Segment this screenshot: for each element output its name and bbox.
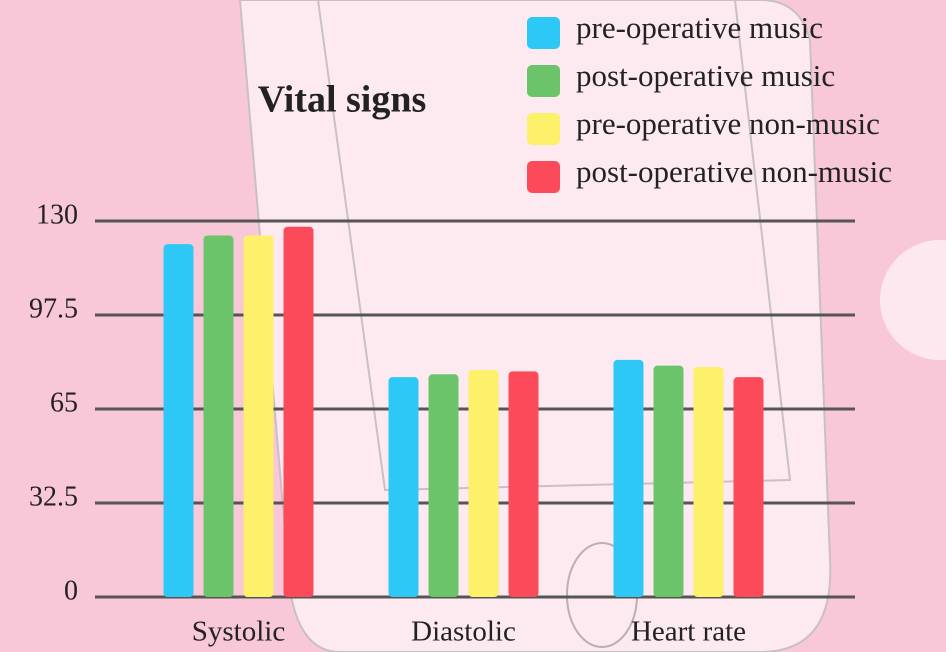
legend-swatch — [527, 161, 560, 193]
chart: Vital signs 0 32.5 65 97.5 130 Systolic Diasto… — [0, 0, 946, 652]
bar — [244, 235, 274, 597]
y-tick-label: 97.5 — [29, 293, 78, 324]
bar — [164, 244, 194, 597]
bar — [654, 366, 684, 597]
x-tick-label: Heart rate — [631, 616, 746, 648]
legend-label: post-operative non-music — [576, 154, 892, 189]
bar — [204, 235, 234, 597]
legend-label: post-operative music — [576, 58, 835, 93]
x-tick-label: Systolic — [192, 616, 285, 648]
bar — [734, 377, 764, 597]
legend-label: pre-operative non-music — [576, 106, 880, 141]
x-tick-label: Diastolic — [411, 616, 516, 648]
y-tick-label: 130 — [36, 199, 78, 230]
legend-swatch — [527, 65, 560, 97]
y-tick-label: 65 — [50, 387, 78, 418]
y-tick-label: 32.5 — [29, 481, 78, 512]
bar — [694, 367, 724, 597]
legend-swatch — [527, 113, 560, 145]
legend-swatch — [527, 17, 560, 49]
bar — [429, 374, 459, 597]
bar — [284, 227, 314, 597]
bar — [469, 370, 499, 597]
chart-title: Vital signs — [258, 79, 427, 121]
legend-label: pre-operative music — [576, 10, 823, 45]
bar — [509, 371, 539, 597]
bar — [389, 377, 419, 597]
bar — [614, 360, 644, 597]
y-tick-label: 0 — [64, 575, 78, 606]
